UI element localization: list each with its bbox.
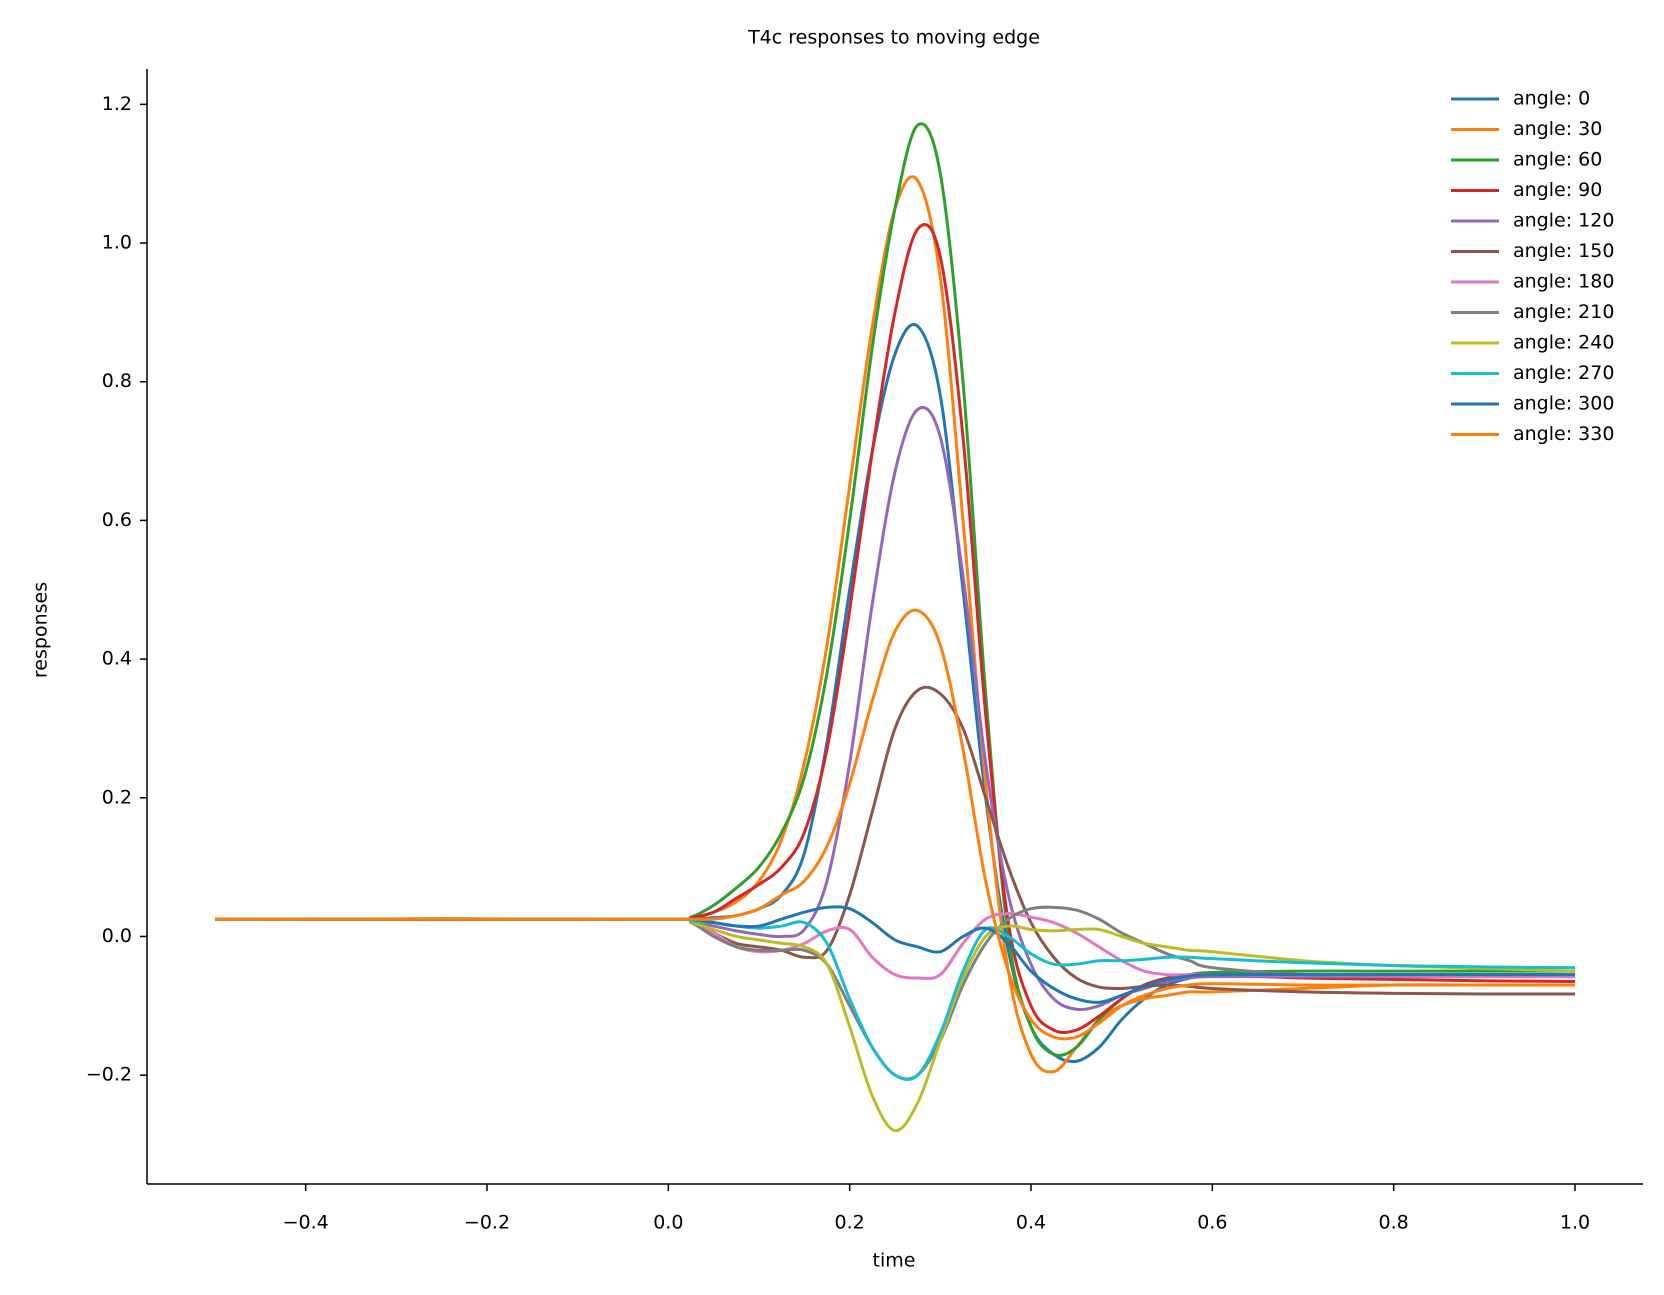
series-line (214, 122, 1575, 1058)
series-line (214, 405, 1575, 1012)
y-tick-label: 1.2 (102, 93, 132, 115)
y-tick-label: −0.2 (86, 1064, 132, 1086)
y-tick-label: 0.2 (102, 786, 132, 808)
legend-label: angle: 300 (1513, 393, 1614, 415)
legend-label: angle: 30 (1513, 118, 1602, 140)
y-tick-label: 0.4 (102, 648, 132, 670)
series-line (214, 608, 1575, 1041)
series-line (214, 323, 1575, 1064)
y-axis-label: responses (30, 582, 52, 678)
series-line (214, 917, 1576, 1133)
y-tick-label: 1.0 (102, 232, 132, 254)
y-tick-label: 0.6 (102, 509, 132, 531)
x-tick-label: 0.4 (1016, 1212, 1046, 1234)
y-tick-label: 0.8 (102, 370, 132, 392)
legend-label: angle: 150 (1513, 240, 1614, 262)
x-tick-label: 1.0 (1560, 1212, 1590, 1234)
series-line (214, 685, 1576, 996)
y-tick-label: 0.0 (102, 925, 132, 947)
x-axis-label: time (873, 1250, 916, 1272)
x-tick-label: 0.2 (835, 1212, 865, 1234)
legend-label: angle: 210 (1513, 301, 1614, 323)
legend-label: angle: 270 (1513, 362, 1614, 384)
x-tick-label: −0.2 (464, 1212, 510, 1234)
series-line (214, 917, 1576, 1081)
legend-label: angle: 120 (1513, 210, 1614, 232)
x-tick-label: 0.6 (1197, 1212, 1227, 1234)
legend-label: angle: 90 (1513, 179, 1602, 201)
legend-label: angle: 240 (1513, 332, 1614, 354)
x-tick-label: 0.0 (653, 1212, 683, 1234)
legend-label: angle: 0 (1513, 88, 1590, 110)
chart-title: T4c responses to moving edge (747, 27, 1040, 49)
series-line (214, 905, 1575, 1004)
series-line (214, 905, 1575, 1081)
series-line (214, 175, 1575, 1074)
x-tick-label: −0.4 (283, 1212, 329, 1234)
legend-label: angle: 330 (1513, 423, 1614, 445)
legend-label: angle: 180 (1513, 271, 1614, 293)
x-tick-label: 0.8 (1379, 1212, 1409, 1234)
legend-label: angle: 60 (1513, 149, 1602, 171)
series-line (214, 912, 1576, 980)
